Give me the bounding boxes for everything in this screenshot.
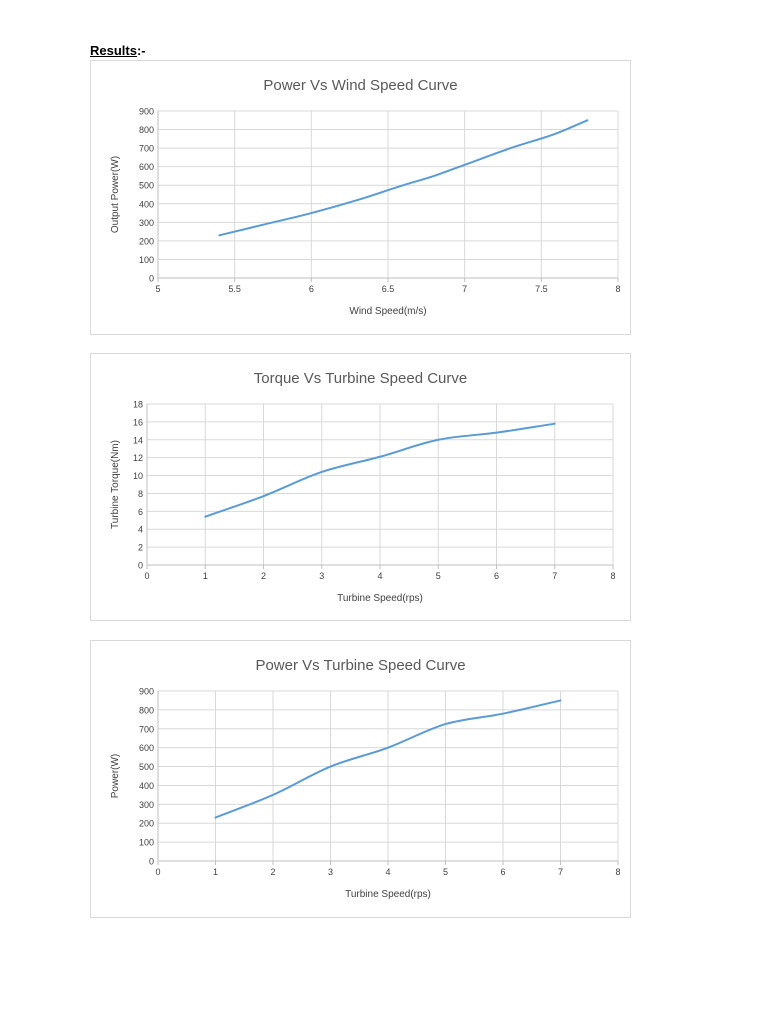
y-tick-label: 4 bbox=[138, 525, 143, 535]
y-tick-label: 800 bbox=[139, 705, 154, 715]
power-vs-wind-speed-chart: Power Vs Wind Speed Curve 0 100 200 300 400 50… bbox=[90, 60, 631, 335]
x-tick-label: 7 bbox=[558, 867, 563, 877]
y-tick-label: 12 bbox=[133, 453, 143, 463]
y-tick-label: 100 bbox=[139, 255, 154, 265]
x-tick-label: 5 bbox=[436, 571, 441, 581]
power-vs-turbine-speed-chart: Power Vs Turbine Speed Curve 0 100 200 300 40… bbox=[90, 640, 631, 918]
y-tick-label: 400 bbox=[139, 199, 154, 209]
y-tick-label: 800 bbox=[139, 125, 154, 135]
chart-svg: Torque Vs Turbine Speed Curve02468101214… bbox=[110, 370, 616, 604]
x-tick-label: 2 bbox=[270, 867, 275, 877]
series-line bbox=[214, 699, 562, 819]
x-tick-label: 2 bbox=[261, 571, 266, 581]
x-tick-label: 6.5 bbox=[382, 284, 395, 294]
x-tick-label: 0 bbox=[155, 867, 160, 877]
y-tick-label: 300 bbox=[139, 218, 154, 228]
x-tick-label: 7 bbox=[462, 284, 467, 294]
x-tick-label: 6 bbox=[500, 867, 505, 877]
x-tick-label: 3 bbox=[328, 867, 333, 877]
x-tick-label: 6 bbox=[494, 571, 499, 581]
x-tick-label: 5 bbox=[155, 284, 160, 294]
y-tick-label: 900 bbox=[139, 107, 154, 117]
y-tick-label: 900 bbox=[139, 687, 154, 697]
x-tick-label: 4 bbox=[385, 867, 390, 877]
x-tick-label: 8 bbox=[610, 571, 615, 581]
results-heading: Results:- bbox=[90, 43, 146, 58]
y-tick-label: 400 bbox=[139, 781, 154, 791]
y-axis-label: Turbine Torque(Nm) bbox=[110, 440, 121, 529]
y-tick-label: 700 bbox=[139, 144, 154, 154]
x-tick-label: 5 bbox=[443, 867, 448, 877]
y-tick-label: 700 bbox=[139, 724, 154, 734]
y-tick-label: 600 bbox=[139, 743, 154, 753]
x-tick-label: 8 bbox=[615, 284, 620, 294]
y-tick-label: 100 bbox=[139, 838, 154, 848]
x-tick-label: 7 bbox=[552, 571, 557, 581]
results-label: Results bbox=[90, 43, 137, 58]
y-tick-label: 0 bbox=[149, 274, 154, 284]
x-tick-label: 1 bbox=[213, 867, 218, 877]
x-axis-label: Turbine Speed(rps) bbox=[345, 889, 431, 900]
y-tick-label: 0 bbox=[149, 857, 154, 867]
chart-title: Power Vs Turbine Speed Curve bbox=[255, 657, 465, 674]
y-tick-label: 600 bbox=[139, 162, 154, 172]
y-tick-label: 0 bbox=[138, 561, 143, 571]
y-tick-label: 500 bbox=[139, 762, 154, 772]
y-tick-label: 500 bbox=[139, 181, 154, 191]
y-tick-label: 14 bbox=[133, 435, 143, 445]
x-tick-label: 0 bbox=[144, 571, 149, 581]
x-tick-label: 6 bbox=[309, 284, 314, 294]
y-tick-label: 8 bbox=[138, 489, 143, 499]
y-tick-label: 6 bbox=[138, 507, 143, 517]
series-line bbox=[204, 422, 556, 518]
series-line bbox=[218, 119, 589, 237]
chart-svg: Power Vs Wind Speed Curve 0 100 200 300 400 50… bbox=[110, 77, 621, 317]
x-tick-label: 5.5 bbox=[228, 284, 241, 294]
x-tick-label: 3 bbox=[319, 571, 324, 581]
chart-title: Torque Vs Turbine Speed Curve bbox=[254, 370, 467, 387]
results-suffix: :- bbox=[136, 43, 146, 58]
x-tick-label: 4 bbox=[377, 571, 382, 581]
x-tick-label: 1 bbox=[203, 571, 208, 581]
y-tick-label: 200 bbox=[139, 819, 154, 829]
x-tick-label: 7.5 bbox=[535, 284, 548, 294]
chart-svg: Power Vs Turbine Speed Curve010020030040… bbox=[110, 657, 621, 900]
y-tick-label: 300 bbox=[139, 800, 154, 810]
y-tick-label: 2 bbox=[138, 543, 143, 553]
x-axis-label: Wind Speed(m/s) bbox=[349, 306, 426, 317]
y-tick-label: 200 bbox=[139, 236, 154, 246]
y-tick-label: 10 bbox=[133, 471, 143, 481]
y-tick-label: 16 bbox=[133, 417, 143, 427]
y-tick-label: 18 bbox=[133, 400, 143, 410]
y-axis-label: Power(W) bbox=[110, 754, 121, 798]
chart-title: Power Vs Wind Speed Curve bbox=[263, 77, 457, 94]
torque-vs-turbine-speed-chart: Torque Vs Turbine Speed Curve 0 2 4 6 8 10 12 14… bbox=[90, 353, 631, 621]
x-axis-label: Turbine Speed(rps) bbox=[337, 593, 423, 604]
y-axis-label: Output Power(W) bbox=[110, 156, 121, 233]
x-tick-label: 8 bbox=[615, 867, 620, 877]
